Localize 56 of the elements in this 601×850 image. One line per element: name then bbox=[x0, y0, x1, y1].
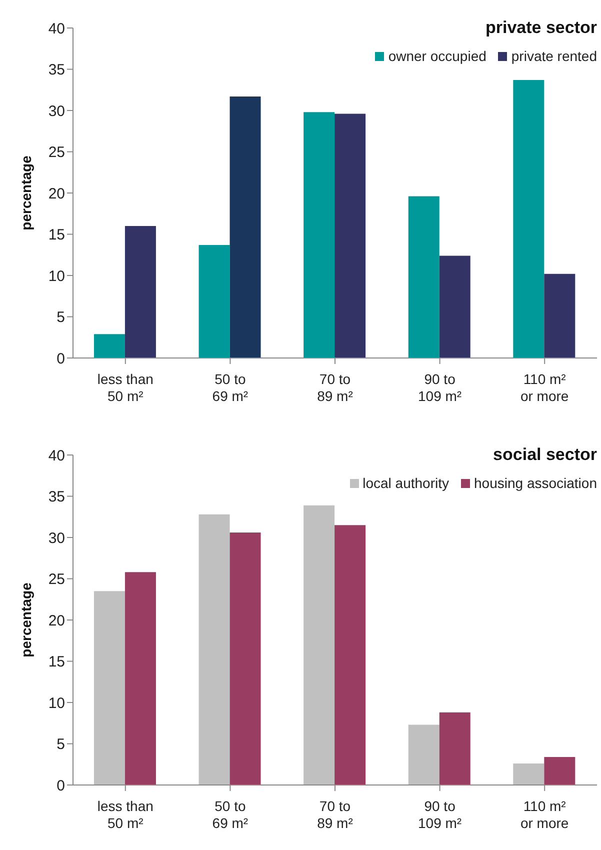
x-tick-label: 110 m² or more bbox=[520, 798, 569, 831]
bar bbox=[198, 514, 230, 785]
x-tick-label: 70 to 89 m² bbox=[317, 798, 354, 831]
x-tick-label: 50 to 69 m² bbox=[212, 371, 248, 404]
bar bbox=[334, 114, 366, 358]
legend-label: owner occupied bbox=[387, 48, 486, 64]
legend-label: local authority bbox=[362, 475, 450, 491]
y-axis-title: percentage bbox=[18, 582, 34, 658]
bar bbox=[544, 274, 576, 358]
legend-label: housing association bbox=[473, 475, 597, 491]
x-tick-label: less than 50 m² bbox=[97, 798, 154, 831]
bar bbox=[439, 712, 470, 785]
bar bbox=[94, 334, 125, 358]
y-tick-label: 30 bbox=[48, 102, 65, 120]
y-axis-title: percentage bbox=[18, 155, 34, 230]
bar bbox=[198, 244, 230, 358]
y-tick-label: 10 bbox=[48, 694, 65, 712]
y-tick-label: 5 bbox=[56, 309, 65, 326]
y-tick-label: 0 bbox=[56, 350, 65, 368]
chart-title: social sector bbox=[493, 445, 597, 465]
x-tick-label: 50 to 69 m² bbox=[212, 798, 248, 831]
bar bbox=[94, 591, 125, 785]
bar bbox=[230, 96, 261, 358]
bar bbox=[124, 572, 156, 785]
x-tick-label: 70 to 89 m² bbox=[317, 371, 354, 404]
bar bbox=[439, 256, 470, 358]
y-tick-label: 40 bbox=[48, 447, 65, 464]
x-tick-label: 110 m² or more bbox=[520, 371, 569, 404]
y-tick-label: 0 bbox=[56, 777, 65, 794]
legend-label: private rented bbox=[510, 48, 597, 64]
y-tick-label: 35 bbox=[48, 62, 65, 79]
y-tick-label: 40 bbox=[48, 20, 65, 38]
y-tick-label: 15 bbox=[48, 654, 65, 671]
bar bbox=[334, 525, 366, 785]
y-tick-label: 5 bbox=[56, 736, 65, 754]
x-tick-label: 90 to 109 m² bbox=[418, 371, 462, 404]
x-tick-label: less than 50 m² bbox=[97, 371, 154, 404]
y-tick-label: 25 bbox=[48, 144, 65, 162]
bar bbox=[408, 724, 440, 785]
y-tick-label: 15 bbox=[48, 226, 65, 244]
y-tick-label: 20 bbox=[48, 612, 65, 630]
y-tick-label: 35 bbox=[48, 488, 65, 506]
y-tick-label: 30 bbox=[48, 530, 65, 547]
y-tick-label: 20 bbox=[48, 185, 65, 202]
bar bbox=[513, 80, 544, 358]
bar bbox=[304, 505, 335, 785]
bar bbox=[230, 532, 261, 785]
bar bbox=[408, 196, 440, 358]
bar bbox=[513, 764, 544, 785]
bar bbox=[124, 226, 156, 358]
y-tick-label: 25 bbox=[48, 571, 65, 588]
bar bbox=[304, 112, 335, 358]
x-tick-label: 90 to 109 m² bbox=[418, 798, 462, 831]
bar bbox=[544, 756, 576, 785]
y-tick-label: 10 bbox=[48, 268, 65, 285]
chart-title: private sector bbox=[486, 18, 597, 38]
